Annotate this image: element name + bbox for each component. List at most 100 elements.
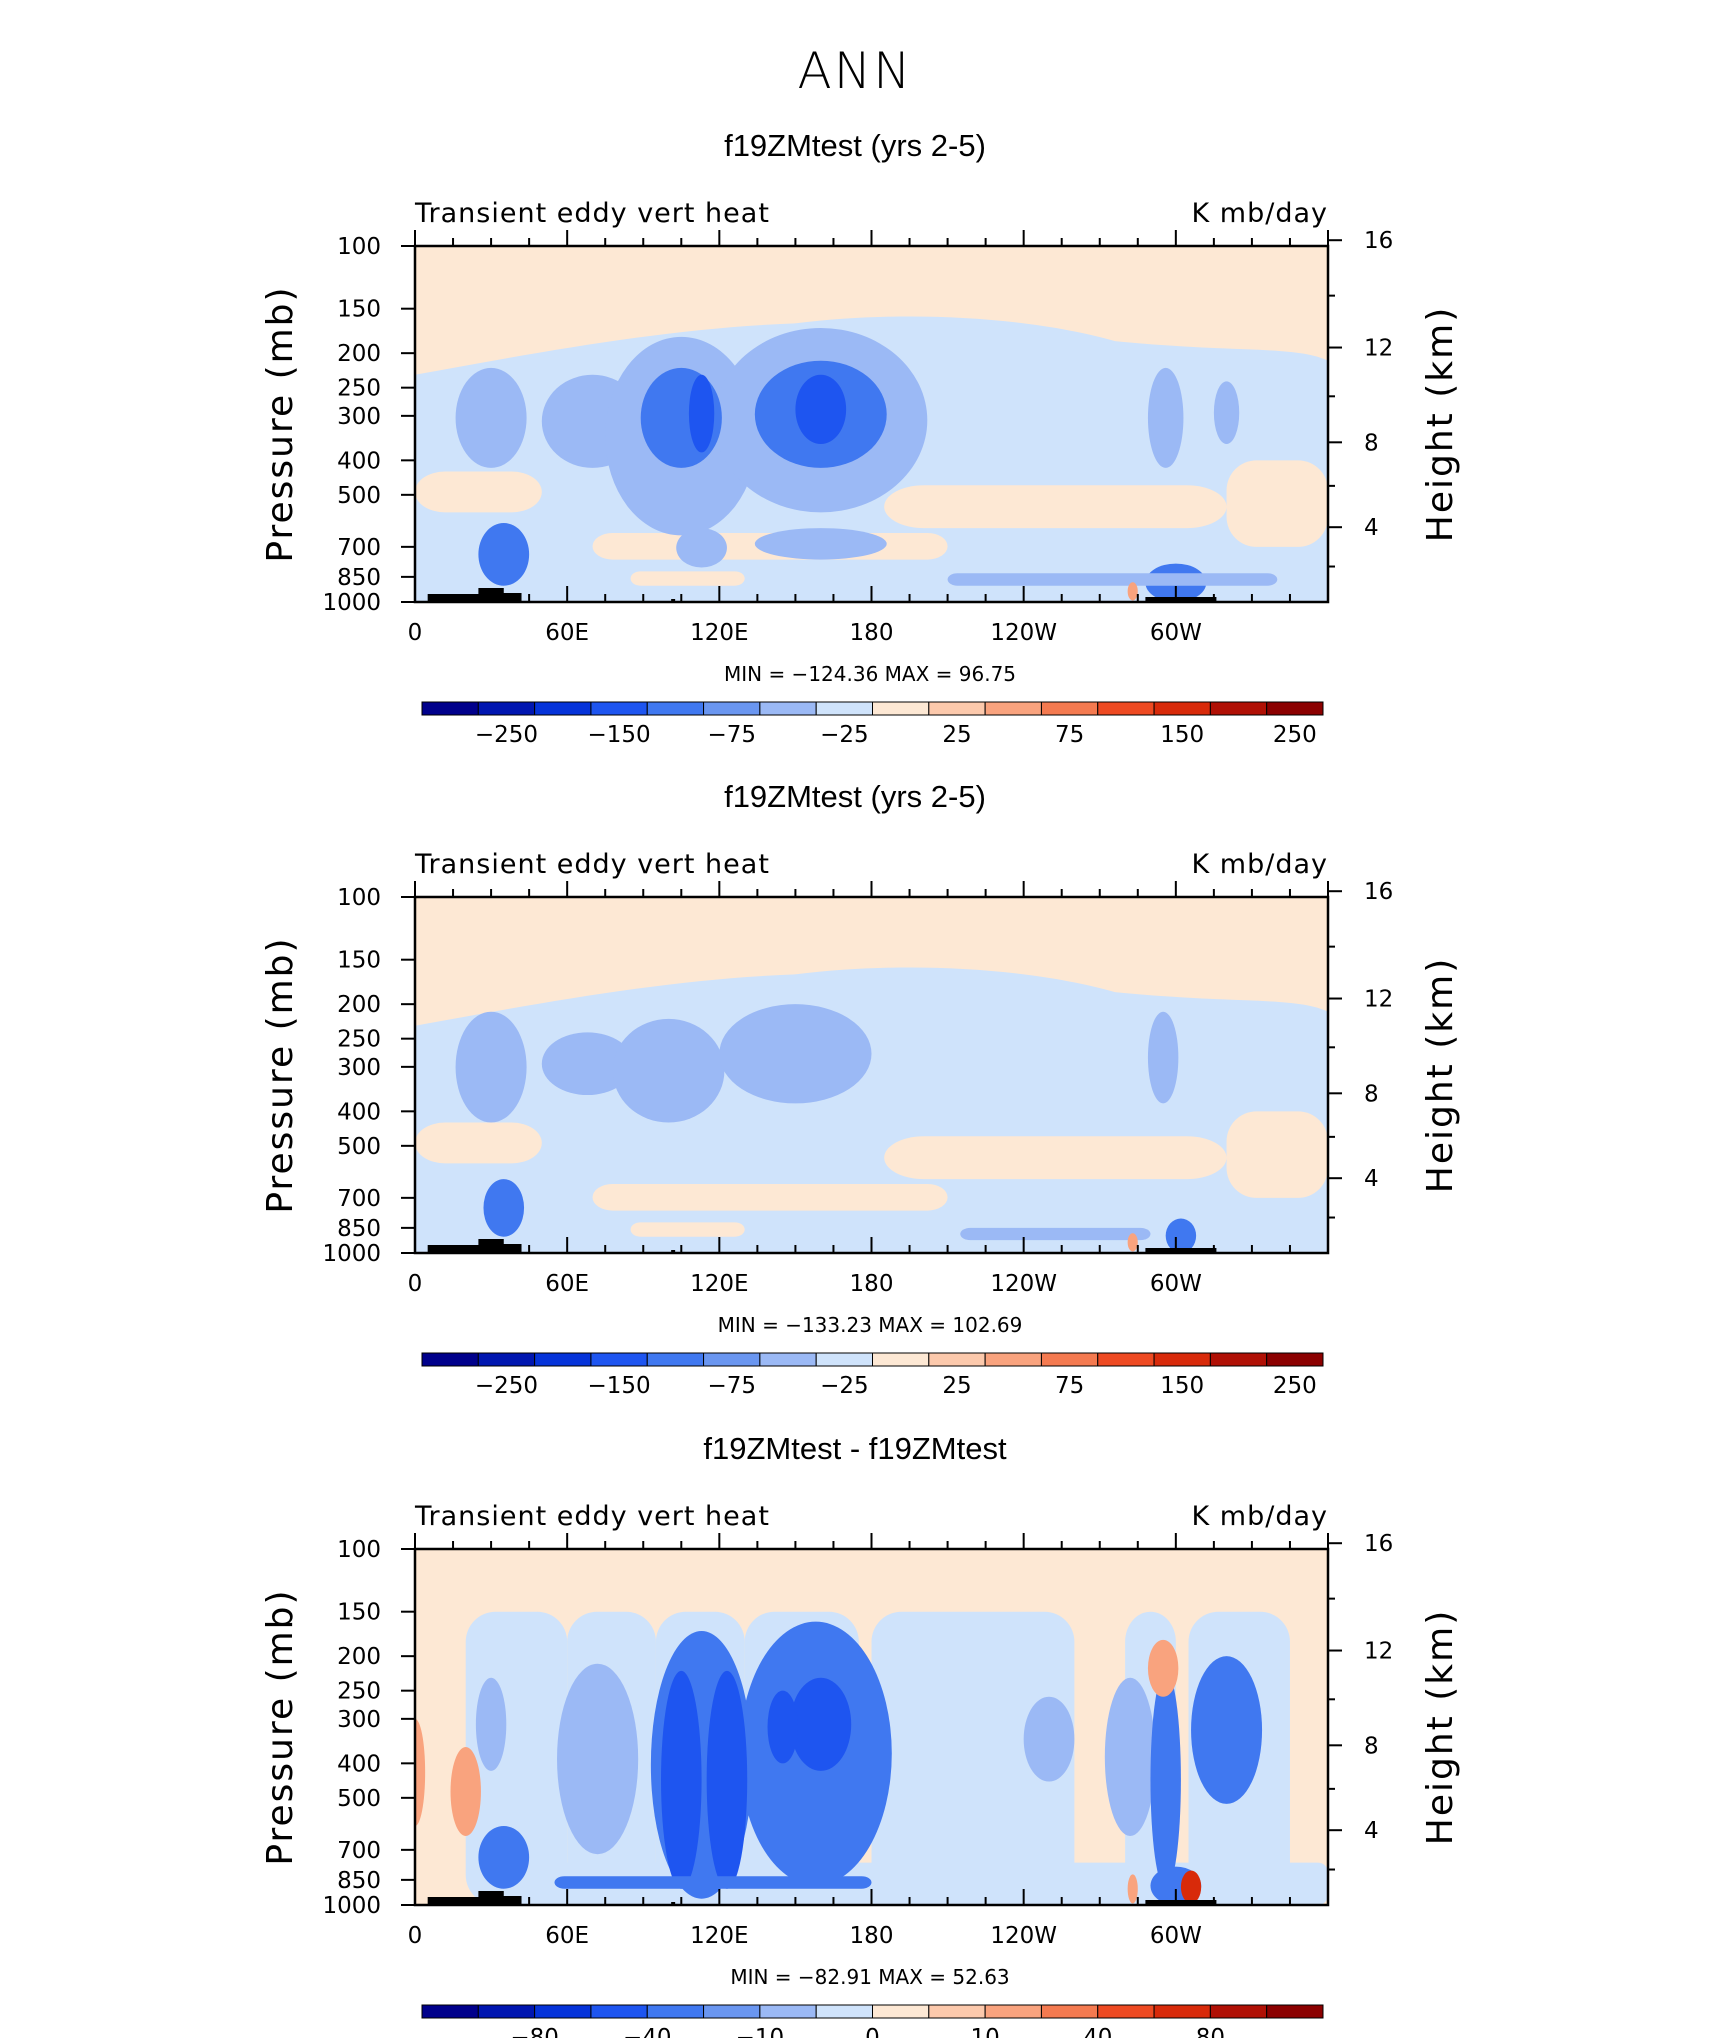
colorbar-swatch bbox=[534, 701, 592, 716]
colorbar-swatch bbox=[1153, 701, 1211, 716]
colorbar-label: 250 bbox=[1273, 1373, 1317, 1399]
colorbar-label: −150 bbox=[588, 1373, 651, 1399]
contour-negative-region bbox=[554, 1876, 872, 1889]
contour-positive-core bbox=[415, 1718, 426, 1827]
y-tick-label: 850 bbox=[337, 1216, 381, 1242]
colorbar-label: 250 bbox=[1273, 722, 1317, 748]
colorbar-label: 25 bbox=[942, 1373, 971, 1399]
colorbar-swatch bbox=[984, 701, 1042, 716]
units-label: K mb/day bbox=[1192, 198, 1329, 229]
colorbar-label: −75 bbox=[707, 722, 756, 748]
min-max-stats: MIN = −133.23 MAX = 102.69 bbox=[718, 1313, 1023, 1337]
colorbar-swatch bbox=[1209, 1352, 1268, 1367]
units-label: K mb/day bbox=[1192, 1501, 1329, 1532]
colorbar-label: 80 bbox=[1196, 2025, 1225, 2038]
x-tick-label: 60W bbox=[1150, 620, 1202, 646]
variable-label: Transient eddy vert heat bbox=[414, 198, 770, 229]
contour-negative-region bbox=[1104, 1677, 1156, 1837]
contour-field bbox=[415, 1549, 1328, 1905]
y2-tick-label: 16 bbox=[1364, 879, 1393, 905]
y-tick-label: 1000 bbox=[322, 1241, 381, 1267]
y2-axis-title: Height (km) bbox=[1420, 1609, 1461, 1845]
panel-title: f19ZMtest (yrs 2-5) bbox=[724, 128, 986, 163]
contour-negative-core bbox=[767, 1690, 798, 1764]
colorbar-swatch bbox=[703, 1352, 761, 1367]
colorbar-swatch bbox=[815, 701, 873, 716]
y-tick-label: 150 bbox=[337, 297, 381, 323]
colorbar-label: −250 bbox=[475, 722, 538, 748]
y2-tick-label: 8 bbox=[1364, 430, 1379, 456]
y-tick-label: 300 bbox=[337, 404, 381, 430]
contour-negative-region bbox=[676, 528, 727, 568]
contour-negative-core bbox=[688, 374, 715, 453]
y2-axis-title: Height (km) bbox=[1420, 957, 1461, 1193]
x-tick-label: 60E bbox=[545, 620, 589, 646]
x-tick-label: 0 bbox=[408, 620, 423, 646]
colorbar-swatch bbox=[1040, 2004, 1099, 2019]
topography bbox=[1145, 597, 1217, 602]
y-tick-label: 300 bbox=[337, 1707, 381, 1733]
x-tick-label: 60W bbox=[1150, 1271, 1202, 1297]
contour-negative-core bbox=[706, 1670, 748, 1889]
variable-label: Transient eddy vert heat bbox=[414, 849, 770, 880]
contour-positive-lower bbox=[884, 485, 1227, 529]
x-tick-label: 120W bbox=[990, 1271, 1057, 1297]
y-tick-label: 150 bbox=[337, 1600, 381, 1626]
variable-label: Transient eddy vert heat bbox=[414, 1501, 770, 1532]
contour-negative-core bbox=[483, 1179, 525, 1237]
colorbar-swatch bbox=[646, 2004, 705, 2019]
contour-negative-core bbox=[1150, 1670, 1181, 1889]
contour-negative-region bbox=[754, 528, 887, 560]
colorbar-swatch bbox=[646, 701, 705, 716]
contour-negative-core bbox=[478, 1826, 530, 1889]
colorbar-swatch bbox=[421, 1352, 479, 1367]
colorbar-label: −75 bbox=[707, 1373, 756, 1399]
contour-negative-core bbox=[478, 523, 530, 586]
colorbar-swatch bbox=[928, 701, 986, 716]
colorbar-swatch bbox=[872, 2004, 930, 2019]
topography bbox=[671, 1250, 676, 1253]
y-tick-label: 200 bbox=[337, 341, 381, 367]
colorbar-swatch bbox=[928, 1352, 986, 1367]
contour-negative-region bbox=[612, 1018, 725, 1123]
x-tick-label: 120E bbox=[690, 620, 748, 646]
y-tick-label: 200 bbox=[337, 1644, 381, 1670]
colorbar-swatch bbox=[872, 1352, 930, 1367]
x-tick-label: 180 bbox=[850, 1271, 894, 1297]
x-tick-label: 0 bbox=[408, 1923, 423, 1949]
panel-2: f19ZMtest (yrs 2-5) Transient eddy vert h… bbox=[260, 779, 1461, 1399]
contour-negative-region bbox=[455, 1011, 527, 1123]
contour-positive-lower bbox=[884, 1136, 1227, 1180]
colorbar-swatch bbox=[590, 701, 648, 716]
contour-negative-region bbox=[475, 1677, 507, 1771]
colorbar-swatch bbox=[928, 2004, 986, 2019]
y2-tick-label: 4 bbox=[1364, 515, 1379, 541]
colorbar-swatch bbox=[703, 2004, 761, 2019]
colorbar-swatch bbox=[815, 2004, 873, 2019]
colorbar-swatch bbox=[984, 1352, 1042, 1367]
x-tick-label: 120W bbox=[990, 1923, 1057, 1949]
x-tick-label: 120W bbox=[990, 620, 1057, 646]
y-axis-title: Pressure (mb) bbox=[260, 1588, 301, 1865]
colorbar-label: 75 bbox=[1055, 1373, 1084, 1399]
y2-tick-label: 4 bbox=[1364, 1166, 1379, 1192]
x-tick-label: 60W bbox=[1150, 1923, 1202, 1949]
page-title: ANN bbox=[797, 42, 913, 100]
y-tick-label: 100 bbox=[337, 234, 381, 260]
colorbar-swatch bbox=[1097, 2004, 1155, 2019]
y2-tick-label: 16 bbox=[1364, 1531, 1393, 1557]
units-label: K mb/day bbox=[1192, 849, 1329, 880]
colorbar-label: 0 bbox=[865, 2025, 880, 2038]
contour-negative-core bbox=[661, 1670, 702, 1889]
colorbar-swatch bbox=[1153, 1352, 1211, 1367]
y2-tick-label: 12 bbox=[1364, 336, 1393, 362]
colorbar-swatch bbox=[646, 1352, 705, 1367]
contour-negative-region bbox=[960, 1227, 1151, 1241]
contour-positive-core bbox=[1127, 582, 1138, 601]
y2-axis-title: Height (km) bbox=[1420, 306, 1461, 542]
y-tick-label: 400 bbox=[337, 448, 381, 474]
colorbar-label: 75 bbox=[1055, 722, 1084, 748]
colorbar-swatch bbox=[759, 1352, 817, 1367]
colorbar-swatch bbox=[477, 2004, 536, 2019]
contour-negative-core bbox=[790, 1677, 852, 1771]
